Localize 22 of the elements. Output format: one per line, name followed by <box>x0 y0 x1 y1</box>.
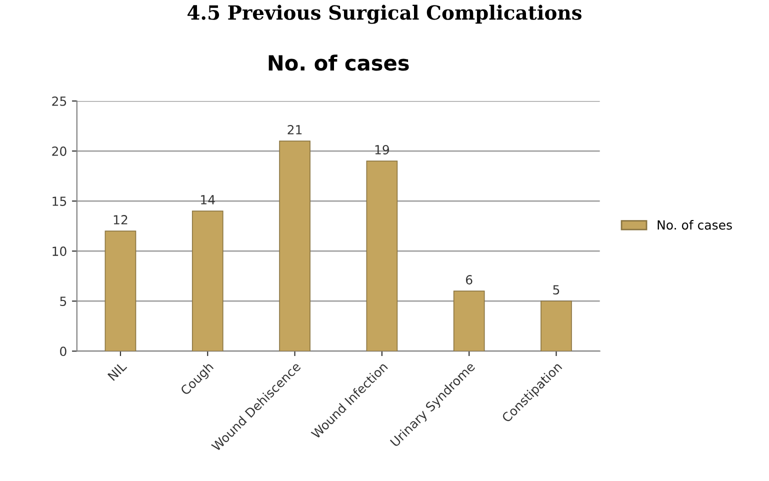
y-tick-label: 20 <box>52 146 66 156</box>
legend-label: No. of cases <box>658 220 732 230</box>
data-label: 21 <box>288 124 302 134</box>
data-label: 19 <box>375 144 390 154</box>
y-tick-label: 5 <box>60 296 66 306</box>
data-label: 14 <box>201 195 215 204</box>
data-label: 6 <box>466 275 472 285</box>
data-label: 12 <box>114 215 128 224</box>
chart-subtitle: No. of cases <box>268 54 409 71</box>
bar <box>366 160 398 352</box>
bar <box>540 300 572 352</box>
y-tick-label: 15 <box>52 196 66 206</box>
bar <box>104 230 136 352</box>
bar <box>192 210 224 352</box>
x-tick-label: NIL <box>107 361 128 381</box>
chart-title: 4.5 Previous Surgical Complications <box>188 4 582 24</box>
y-tick-label: 10 <box>52 246 66 256</box>
y-tick-label: 0 <box>60 346 66 356</box>
y-tick-label: 25 <box>52 96 66 106</box>
data-label: 5 <box>553 285 560 295</box>
bar <box>279 140 310 352</box>
bar <box>453 290 485 352</box>
